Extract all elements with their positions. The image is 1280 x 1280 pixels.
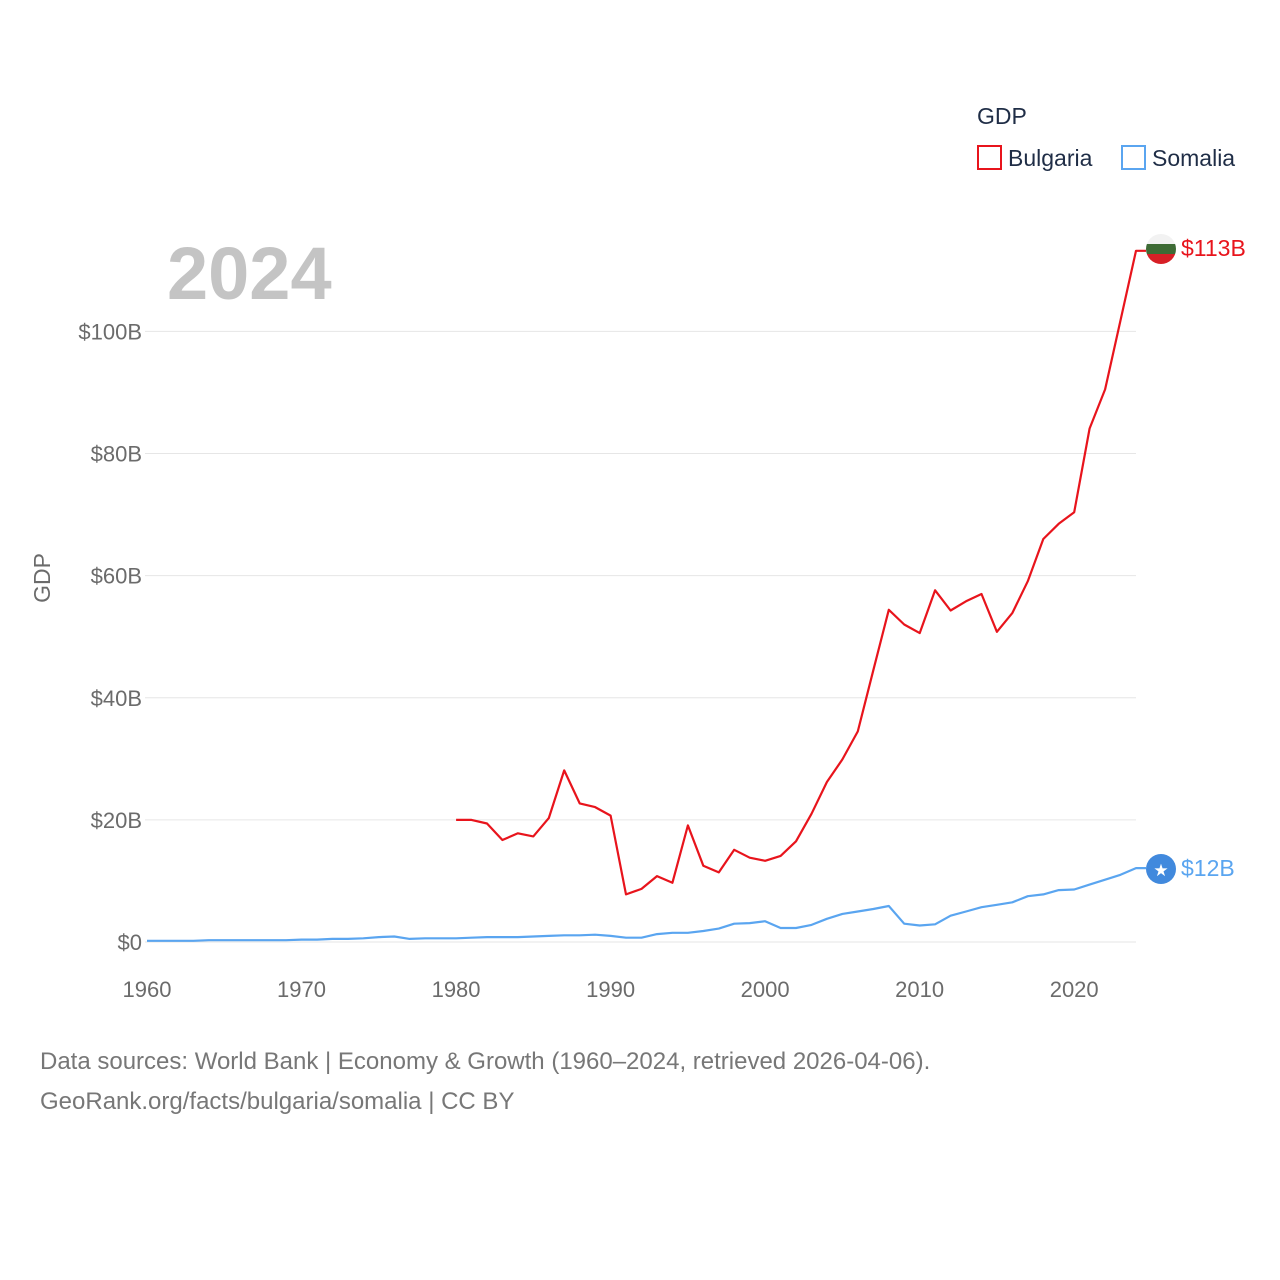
series-line-somalia[interactable]	[147, 866, 1146, 942]
y-axis-ticks: $0 $20B $40B $60B $80B $100B	[78, 319, 142, 955]
x-tick-label: 2020	[1050, 977, 1099, 1002]
bulgaria-flag-icon	[1146, 234, 1176, 264]
series-lines	[147, 249, 1146, 942]
series-line-bulgaria[interactable]	[456, 249, 1146, 896]
legend-item-somalia[interactable]: Somalia	[1121, 145, 1235, 171]
data-source-footer: Data sources: World Bank | Economy & Gro…	[40, 1042, 930, 1122]
grid-lines	[145, 330, 1136, 943]
y-tick-label: $80B	[91, 442, 142, 467]
y-tick-label: $0	[118, 930, 142, 955]
y-tick-label: $60B	[91, 564, 142, 589]
end-label-bulgaria: $113B	[1181, 235, 1246, 261]
y-tick-label: $40B	[91, 686, 142, 711]
year-label: 2024	[167, 232, 332, 315]
source-link[interactable]: GeoRank.org/facts/bulgaria/somalia | CC …	[40, 1088, 515, 1115]
y-tick-label: $100B	[78, 319, 142, 344]
x-tick-label: 1990	[586, 977, 635, 1002]
x-tick-label: 1960	[123, 977, 172, 1002]
x-tick-label: 2010	[895, 977, 944, 1002]
legend-item-bulgaria[interactable]: Bulgaria	[977, 145, 1093, 171]
legend-swatch-bulgaria	[977, 145, 1002, 170]
x-axis-ticks: 1960 1970 1980 1990 2000 2010 2020	[123, 977, 1099, 1002]
x-tick-label: 1970	[277, 977, 326, 1002]
x-tick-label: 2000	[741, 977, 790, 1002]
legend-swatch-somalia	[1121, 145, 1146, 170]
legend-label-bulgaria: Bulgaria	[1008, 145, 1093, 171]
data-source-line: Data sources: World Bank | Economy & Gro…	[40, 1048, 931, 1075]
legend-title: GDP	[977, 103, 1027, 129]
legend-label-somalia: Somalia	[1152, 145, 1235, 171]
svg-text:★: ★	[1153, 861, 1168, 881]
y-tick-label: $20B	[91, 808, 142, 833]
end-label-somalia: $12B	[1181, 855, 1235, 881]
somalia-flag-icon: ★	[1146, 854, 1176, 884]
x-tick-label: 1980	[432, 977, 481, 1002]
legend: GDP Bulgaria Somalia	[977, 103, 1235, 171]
y-axis-label: GDP	[29, 553, 55, 603]
